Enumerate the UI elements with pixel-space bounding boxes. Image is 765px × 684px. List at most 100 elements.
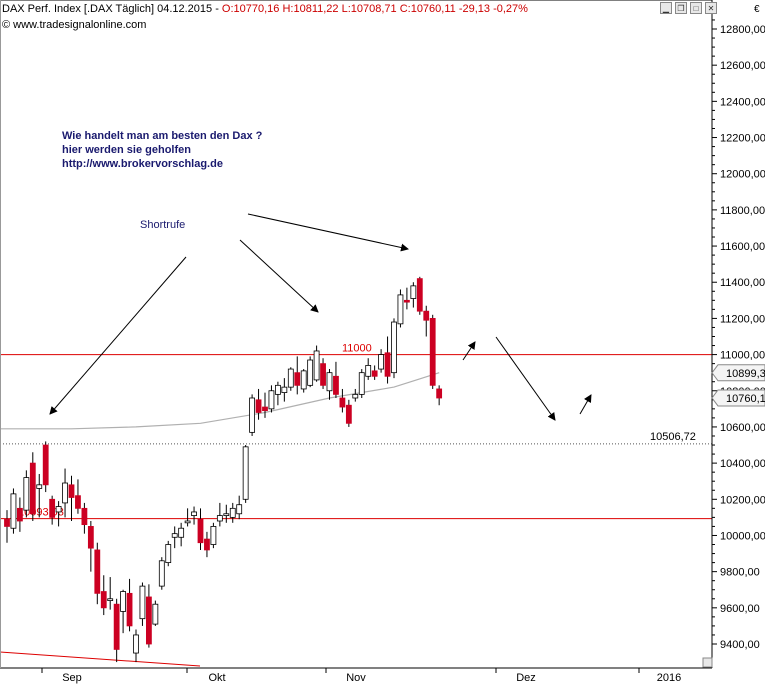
candle-bull <box>229 507 236 518</box>
candle-bear <box>75 495 81 509</box>
price-tag-label: 10899,3 <box>726 368 765 380</box>
y-tick-label: 12000,00 <box>720 169 765 181</box>
candle-bull <box>242 446 249 500</box>
annotation-arrow <box>247 213 409 252</box>
candle-bull <box>178 527 185 538</box>
candle-bear <box>255 399 262 413</box>
level-label: 11000 <box>342 343 372 355</box>
candle-bull <box>281 386 288 393</box>
y-tick-label: 9800,00 <box>720 567 760 579</box>
y-tick-label: 12400,00 <box>720 96 765 108</box>
candle-bull <box>23 477 30 511</box>
annotation-arrow <box>49 256 187 415</box>
watermark-url: www.tradesignalonline.com <box>13 19 147 31</box>
candle-bear <box>294 372 301 386</box>
candle-bear <box>81 507 88 526</box>
shortrufe-label: Shortrufe <box>140 219 186 231</box>
level-label: 10506,72 <box>650 431 696 443</box>
minimize-icon[interactable]: ▁ <box>660 2 672 14</box>
candle-bull <box>365 365 372 377</box>
candle-bull <box>300 370 307 390</box>
candle-bear <box>333 375 339 395</box>
candle-bear <box>126 592 133 627</box>
y-tick-label: 11200,00 <box>720 313 765 325</box>
candle-bear <box>29 462 36 515</box>
x-tick-label: Dez <box>516 672 536 684</box>
candle-bull <box>313 350 320 381</box>
annotation-arrow <box>495 336 556 421</box>
currency-label: € <box>754 4 760 15</box>
candle-bear <box>145 596 152 645</box>
candle-bull <box>249 397 256 433</box>
candle-bull <box>307 359 314 386</box>
candle-layer <box>4 276 443 663</box>
close-icon[interactable]: ✕ <box>705 2 717 14</box>
y-tick-label: 12200,00 <box>720 133 765 145</box>
maximize-icon[interactable]: □ <box>690 2 702 14</box>
candle-bull <box>274 384 281 395</box>
candle-bull <box>184 520 191 524</box>
candle-bear <box>204 538 210 551</box>
candle-bear <box>429 318 436 386</box>
candle-bull <box>268 390 275 410</box>
candle-bull <box>10 493 17 529</box>
moving-average-line <box>0 372 440 430</box>
note-line-1: Wie handelt man am besten den Dax ? <box>62 130 263 142</box>
candle-bear <box>423 310 430 321</box>
candle-bull <box>107 598 114 601</box>
y-tick-label: 12600,00 <box>720 60 765 72</box>
arrow-layer <box>49 213 592 421</box>
candle-bull <box>326 372 333 392</box>
x-tick-label: Okt <box>208 672 225 684</box>
candle-bull <box>397 294 404 325</box>
candle-bear <box>113 603 120 650</box>
y-tick-label: 10600,00 <box>720 422 765 434</box>
candle-bull <box>139 585 146 620</box>
price-tag <box>711 364 765 382</box>
note-line-2: hier werden sie geholfen <box>62 144 191 156</box>
candle-bear <box>4 518 10 527</box>
ohlc-text: O:10770,16 H:10811,22 L:10708,71 C:10760… <box>221 3 528 15</box>
candle-bear <box>339 397 346 408</box>
candle-bull <box>216 515 223 522</box>
annotation-arrow <box>579 394 592 415</box>
y-tick-label: 9400,00 <box>720 639 760 651</box>
candle-bull <box>210 526 217 545</box>
candle-bull <box>133 634 139 654</box>
candle-bear <box>94 549 101 594</box>
y-tick-label: 10000,00 <box>720 530 765 542</box>
moving-average-layer <box>0 372 440 430</box>
candle-bull <box>391 321 397 374</box>
candle-bull <box>236 504 243 515</box>
annotation-arrow <box>462 341 476 361</box>
candle-bear <box>49 498 56 518</box>
y-tick-label: 12800,00 <box>720 24 765 36</box>
candle-bull <box>410 285 417 299</box>
candle-bear <box>403 299 410 303</box>
y-tick-label: 11600,00 <box>720 241 765 253</box>
candle-bull <box>55 506 62 513</box>
candle-bull <box>352 393 359 399</box>
candle-bear <box>345 404 352 424</box>
candle-bear <box>320 363 326 386</box>
candle-bear <box>197 518 204 544</box>
price-tag-label: 10760,1 <box>726 393 765 405</box>
x-tick-label: Nov <box>346 672 366 684</box>
candle-bull <box>36 484 43 489</box>
y-tick-label: 11400,00 <box>720 277 765 289</box>
candle-bull <box>120 591 126 612</box>
watermark: © www.tradesignalonline.com <box>2 19 147 31</box>
candle-bear <box>384 352 391 377</box>
chart-header: DAX Perf. Index [.DAX Täglich] 04.12.201… <box>2 3 528 15</box>
candle-bear <box>42 444 49 486</box>
candle-bear <box>262 406 268 412</box>
candle-bull <box>165 544 172 564</box>
candle-bear <box>68 484 75 498</box>
y-tick-label: 9600,00 <box>720 603 760 615</box>
candle-bear <box>436 388 443 399</box>
y-tick-label: 10400,00 <box>720 458 765 470</box>
annotation-arrow <box>239 239 319 313</box>
restore-icon[interactable]: ❐ <box>675 2 687 14</box>
